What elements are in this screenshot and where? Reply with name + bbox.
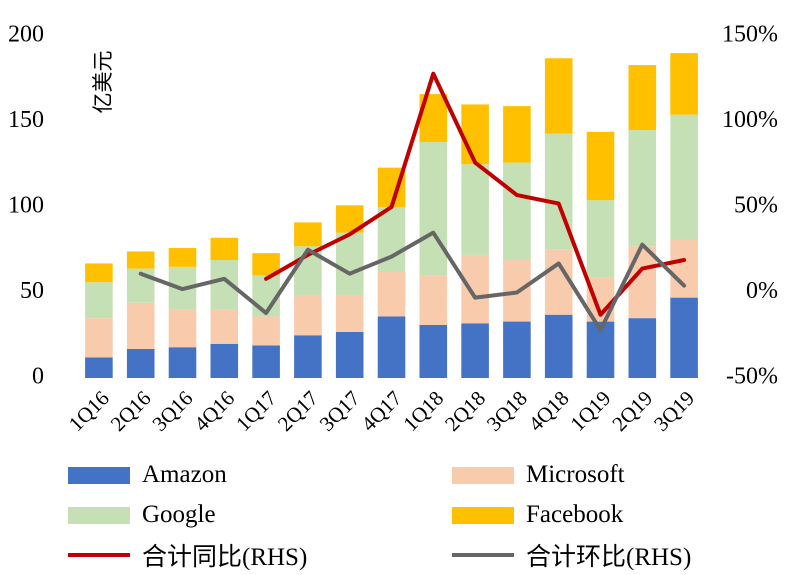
x-tick-label: 3Q16 (147, 386, 197, 436)
x-tick-label: 4Q16 (189, 386, 239, 436)
legend-swatch-google (68, 506, 130, 524)
bar-facebook-4q18 (544, 58, 573, 134)
right-tick-label: -50% (726, 364, 778, 390)
x-tick-label: 3Q19 (649, 386, 699, 436)
legend-item-microsoft: Microsoft (452, 455, 625, 495)
left-tick-label: 200 (8, 22, 44, 48)
legend-swatch-facebook (452, 506, 514, 524)
x-tick-label: 2Q17 (273, 386, 323, 436)
bar-google-2q18 (461, 164, 489, 255)
bar-google-1q16 (85, 282, 113, 319)
x-tick-label: 1Q16 (64, 386, 114, 436)
bar-amazon-2q19 (628, 318, 657, 378)
bar-google-2q19 (628, 130, 657, 247)
x-axis-ticks: 1Q162Q163Q164Q161Q172Q173Q174Q171Q182Q18… (64, 386, 699, 436)
bar-microsoft-4q18 (544, 249, 573, 315)
bar-amazon-4q17 (377, 316, 406, 378)
x-tick-label: 2Q18 (440, 386, 490, 436)
line-qoq (138, 230, 687, 333)
bar-microsoft-3q19 (670, 239, 698, 298)
bar-microsoft-2q18 (461, 254, 489, 324)
bar-facebook-3q18 (503, 106, 531, 163)
right-tick-label: 150% (722, 22, 778, 48)
bar-facebook-2q18 (461, 104, 489, 165)
bar-google-1q18 (419, 142, 448, 276)
legend-label-google: Google (142, 501, 216, 528)
bar-facebook-2q19 (628, 65, 657, 131)
legend-line-yoy (68, 553, 130, 557)
bar-amazon-3q16 (168, 347, 197, 378)
x-tick-label: 2Q19 (607, 386, 657, 436)
right-axis-ticks: -50% 0% 50% 100% 150% (722, 22, 778, 390)
legend-line-qoq (452, 553, 514, 557)
bar-amazon-1q18 (419, 324, 448, 378)
bar-microsoft-1q16 (85, 318, 113, 358)
bar-microsoft-2q16 (126, 302, 155, 349)
legend-label-yoy: 合计同比(RHS) (142, 544, 308, 571)
bar-google-3q18 (503, 162, 531, 261)
legend-label-microsoft: Microsoft (526, 461, 625, 488)
bar-amazon-1q17 (252, 345, 280, 378)
bar-microsoft-1q17 (252, 316, 280, 346)
x-tick-label: 4Q18 (524, 386, 574, 436)
bar-microsoft-3q16 (168, 309, 197, 348)
bar-microsoft-4q17 (377, 271, 406, 317)
bar-google-1q19 (586, 200, 615, 278)
bar-amazon-1q16 (85, 357, 113, 378)
legend-item-google: Google (68, 495, 216, 535)
bar-amazon-3q18 (503, 321, 531, 378)
legend-item-qoq: 合计环比(RHS) (452, 535, 691, 575)
left-tick-label: 100 (8, 193, 44, 219)
x-tick-label: 1Q19 (565, 386, 615, 436)
bar-google-3q17 (335, 232, 364, 296)
bar-microsoft-1q18 (419, 275, 448, 325)
left-tick-label: 50 (20, 278, 44, 304)
x-tick-label: 1Q17 (231, 386, 281, 436)
left-axis-ticks: 0 50 100 150 200 (8, 22, 44, 390)
bar-amazon-2q18 (461, 323, 489, 378)
legend: Amazon Microsoft Google Facebook 合计同比(RH… (0, 452, 800, 571)
bar-facebook-2q17 (294, 222, 322, 247)
left-tick-label: 0 (32, 364, 44, 390)
bar-facebook-1q19 (586, 131, 615, 201)
legend-item-yoy: 合计同比(RHS) (68, 535, 307, 575)
bar-facebook-1q17 (252, 253, 280, 276)
bar-amazon-3q17 (335, 331, 364, 378)
bar-amazon-2q17 (294, 335, 322, 378)
legend-item-facebook: Facebook (452, 495, 623, 535)
x-tick-label: 4Q17 (356, 386, 406, 436)
x-tick-label: 1Q18 (398, 386, 448, 436)
bar-facebook-4q16 (210, 237, 239, 261)
bar-google-3q19 (670, 114, 698, 240)
legend-swatch-microsoft (452, 466, 514, 484)
bar-amazon-3q19 (670, 297, 698, 378)
right-tick-label: 100% (722, 107, 778, 133)
legend-label-facebook: Facebook (526, 501, 624, 528)
line-layer (138, 71, 687, 333)
legend-label-amazon: Amazon (142, 461, 227, 488)
legend-swatch-amazon (68, 466, 130, 484)
x-tick-label: 3Q18 (482, 386, 532, 436)
bar-microsoft-4q16 (210, 309, 239, 344)
bar-amazon-2q16 (126, 348, 155, 378)
bar-facebook-1q16 (85, 263, 113, 283)
left-tick-label: 150 (8, 107, 44, 133)
bar-layer (85, 53, 698, 378)
bar-microsoft-2q19 (628, 246, 657, 319)
right-tick-label: 0% (746, 278, 778, 304)
bar-amazon-4q16 (210, 343, 239, 378)
bar-microsoft-2q17 (294, 295, 322, 336)
left-axis-unit-label: 亿美元 (91, 51, 115, 114)
bar-facebook-3q19 (670, 53, 698, 115)
bar-facebook-3q16 (168, 248, 197, 267)
legend-item-amazon: Amazon (68, 455, 227, 495)
bar-amazon-4q18 (544, 314, 573, 378)
right-tick-label: 50% (734, 193, 778, 219)
bar-facebook-2q16 (126, 251, 155, 269)
x-tick-label: 3Q17 (315, 386, 365, 436)
legend-label-qoq: 合计环比(RHS) (526, 544, 692, 571)
x-tick-label: 2Q16 (106, 386, 156, 436)
bar-microsoft-3q17 (335, 295, 364, 332)
